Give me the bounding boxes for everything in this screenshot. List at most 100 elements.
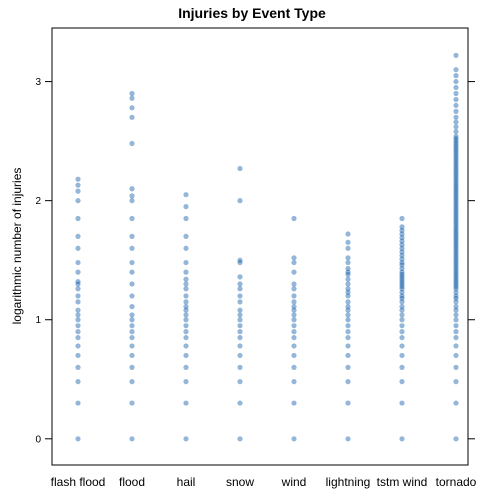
x-tick-label: lightning — [326, 475, 371, 489]
data-point — [399, 334, 405, 341]
data-point — [453, 323, 459, 329]
data-point — [183, 269, 189, 275]
data-point — [75, 281, 81, 287]
data-point — [75, 233, 81, 239]
data-point — [453, 379, 459, 385]
data-point — [453, 264, 459, 270]
data-point — [399, 265, 405, 272]
data-point — [75, 279, 81, 285]
data-point — [453, 174, 459, 180]
data-point — [399, 256, 405, 262]
data-point — [129, 114, 135, 120]
data-point — [453, 245, 459, 251]
data-point — [399, 245, 405, 251]
data-point — [453, 329, 459, 335]
data-point — [345, 400, 351, 406]
data-point — [453, 133, 459, 139]
data-point — [75, 317, 81, 323]
data-point — [453, 145, 459, 151]
data-point — [237, 293, 243, 299]
data-point — [399, 304, 405, 310]
data-point — [129, 379, 135, 385]
data-point — [345, 276, 351, 282]
data-point — [129, 364, 135, 370]
data-point — [237, 317, 243, 323]
data-point — [453, 209, 459, 216]
data-point — [75, 293, 81, 299]
data-point — [345, 436, 351, 442]
data-point — [453, 250, 459, 256]
data-point — [453, 169, 459, 175]
data-point — [75, 307, 81, 313]
y-tick-label: 3 — [35, 77, 41, 88]
data-point — [183, 400, 189, 406]
data-point — [129, 304, 135, 310]
data-point — [129, 105, 135, 111]
data-point — [345, 269, 351, 275]
data-point — [183, 317, 189, 323]
data-point — [453, 167, 459, 173]
data-point — [453, 214, 459, 220]
data-point — [399, 286, 405, 292]
data-point — [453, 231, 459, 237]
data-point — [345, 343, 351, 349]
data-point — [183, 233, 189, 239]
data-point — [453, 179, 459, 185]
data-point — [291, 269, 297, 275]
data-point — [345, 231, 351, 237]
data-point — [399, 283, 405, 289]
data-point — [453, 119, 459, 125]
data-point — [129, 343, 135, 349]
data-point — [237, 400, 243, 406]
data-point — [399, 276, 405, 282]
data-point — [345, 307, 351, 313]
data-point — [453, 436, 459, 442]
data-point — [453, 295, 459, 301]
data-point — [291, 215, 297, 222]
data-point — [345, 281, 351, 287]
data-point — [453, 276, 459, 282]
data-point — [183, 364, 189, 370]
data-point — [75, 329, 81, 335]
data-point — [399, 323, 405, 329]
data-point — [129, 215, 135, 222]
data-point — [453, 400, 459, 406]
data-point — [453, 286, 459, 292]
data-point — [453, 205, 459, 211]
x-axis: flash flood flood hail snow wind lightning tst… — [51, 475, 477, 489]
data-point — [399, 252, 405, 259]
chart-title: Injuries by Event Type — [178, 5, 326, 21]
data-point — [237, 281, 243, 287]
data-point — [399, 299, 405, 305]
x-tick-label: wind — [281, 475, 307, 489]
data-point — [237, 165, 243, 172]
data-point — [183, 343, 189, 349]
data-point — [453, 293, 459, 299]
data-point — [75, 312, 81, 318]
data-point — [453, 186, 459, 192]
data-point — [399, 279, 405, 285]
data-point — [345, 304, 351, 310]
data-point — [291, 334, 297, 341]
data-point — [399, 312, 405, 318]
data-point — [237, 436, 243, 442]
y-tick-label: 0 — [35, 434, 41, 445]
data-point — [129, 193, 135, 199]
data-point — [237, 286, 243, 292]
data-point — [75, 379, 81, 385]
data-point — [75, 198, 81, 204]
data-point — [75, 188, 81, 194]
data-point — [453, 188, 459, 194]
data-point — [453, 138, 459, 144]
data-point — [453, 229, 459, 235]
data-point — [183, 204, 189, 210]
data-point — [453, 128, 459, 135]
data-point — [453, 248, 459, 254]
data-point — [453, 162, 459, 168]
data-point — [453, 164, 459, 170]
data-point — [453, 255, 459, 261]
data-point — [399, 271, 405, 278]
data-point — [237, 323, 243, 329]
data-point — [291, 307, 297, 313]
data-point — [453, 271, 459, 278]
